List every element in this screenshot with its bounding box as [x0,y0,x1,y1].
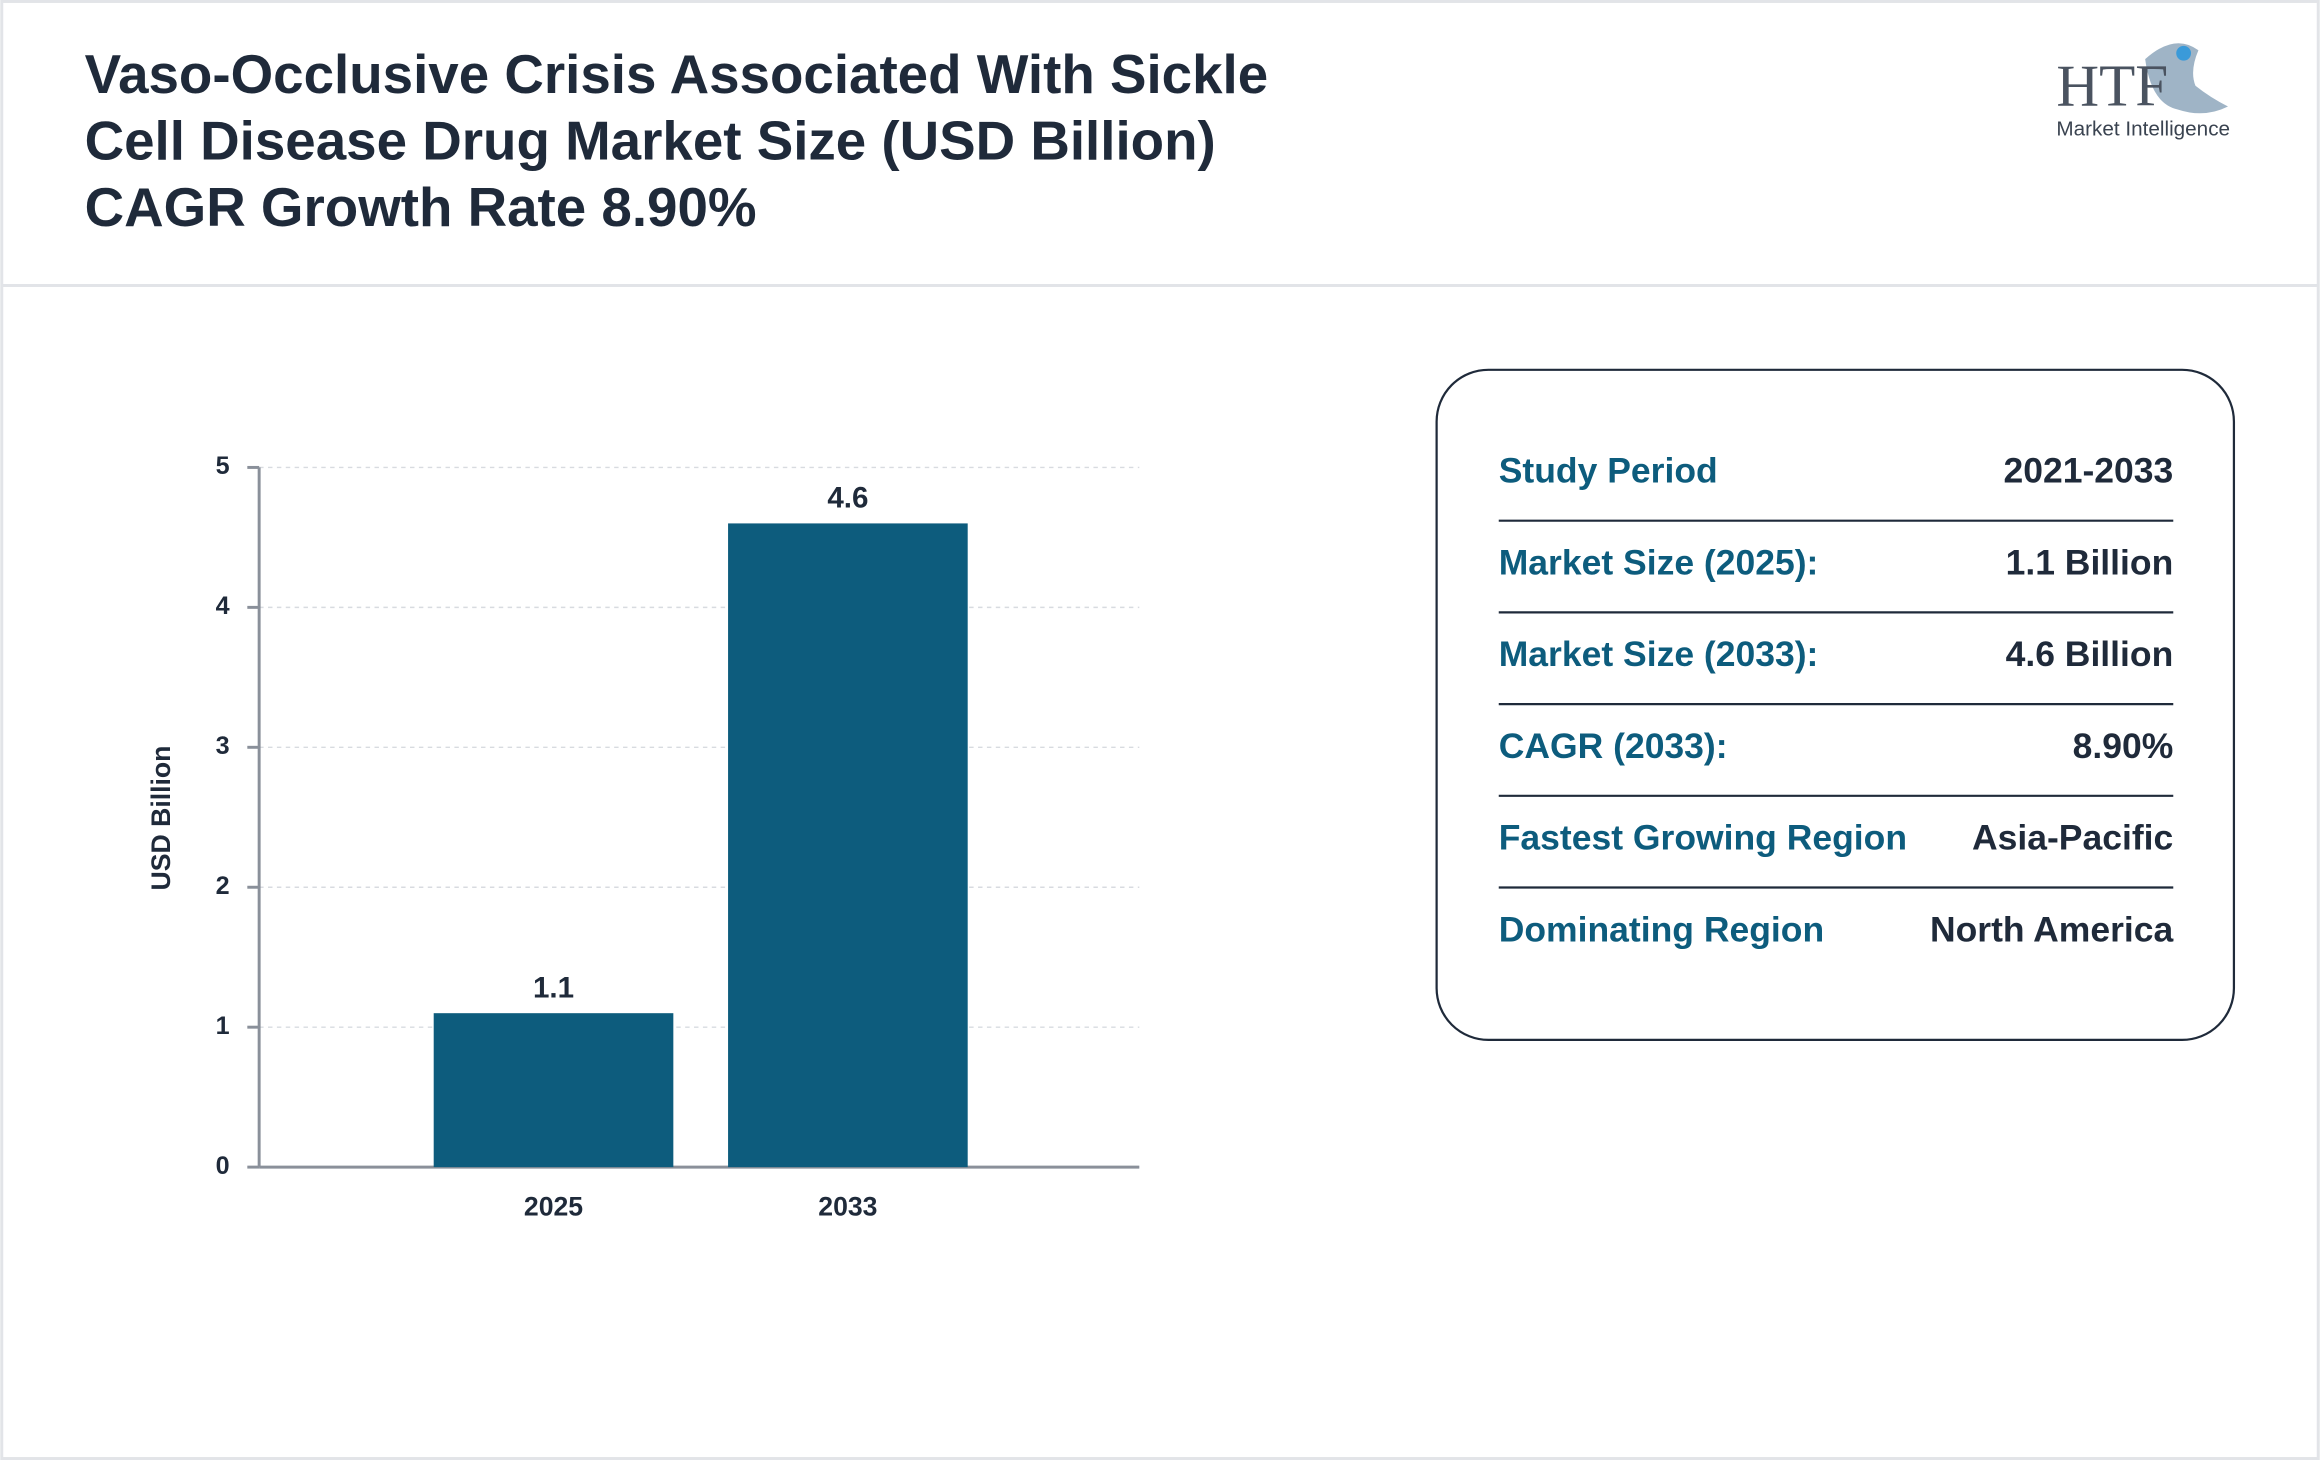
value-label: 4.6 [827,482,868,515]
summary-value: 4.6 Billion [2006,634,2174,674]
y-tick-label: 5 [216,452,230,480]
summary-label: Market Size (2025): [1499,542,1819,582]
y-tick-label: 4 [216,592,230,620]
logo-caption: Market Intelligence [2056,118,2230,141]
title-line: Vaso-Occlusive Crisis Associated With Si… [85,43,1269,105]
summary-label: Market Size (2033): [1499,634,1819,674]
x-tick-label: 2033 [818,1192,877,1222]
summary-label: CAGR (2033): [1499,726,1728,766]
summary-value: 2021-2033 [2003,451,2173,491]
summary-value: 1.1 Billion [2006,542,2174,582]
logo: HTF Market Intelligence [2056,43,2230,141]
logo-swoosh [2145,43,2229,114]
y-axis-label: USD Billion [146,746,176,891]
y-tick-label: 1 [216,1012,230,1040]
y-tick-label: 0 [216,1152,230,1180]
bar [433,1013,674,1168]
summary-label: Dominating Region [1499,909,1824,949]
summary-label: Fastest Growing Region [1499,818,1907,858]
summary-label: Study Period [1499,451,1718,491]
x-tick-label: 2025 [524,1192,583,1222]
y-tick-label: 2 [216,872,230,900]
logo-mark: HTF [2056,52,2168,118]
summary-value: North America [1930,909,2174,949]
title-line: Cell Disease Drug Market Size (USD Billi… [85,109,1216,171]
logo-dot [2176,45,2192,61]
bar [728,523,968,1168]
summary-value: Asia-Pacific [1972,818,2173,858]
title-line: CAGR Growth Rate 8.90% [85,176,757,238]
y-tick-label: 3 [216,732,230,760]
value-label: 1.1 [533,971,574,1004]
summary-value: 8.90% [2073,726,2174,766]
